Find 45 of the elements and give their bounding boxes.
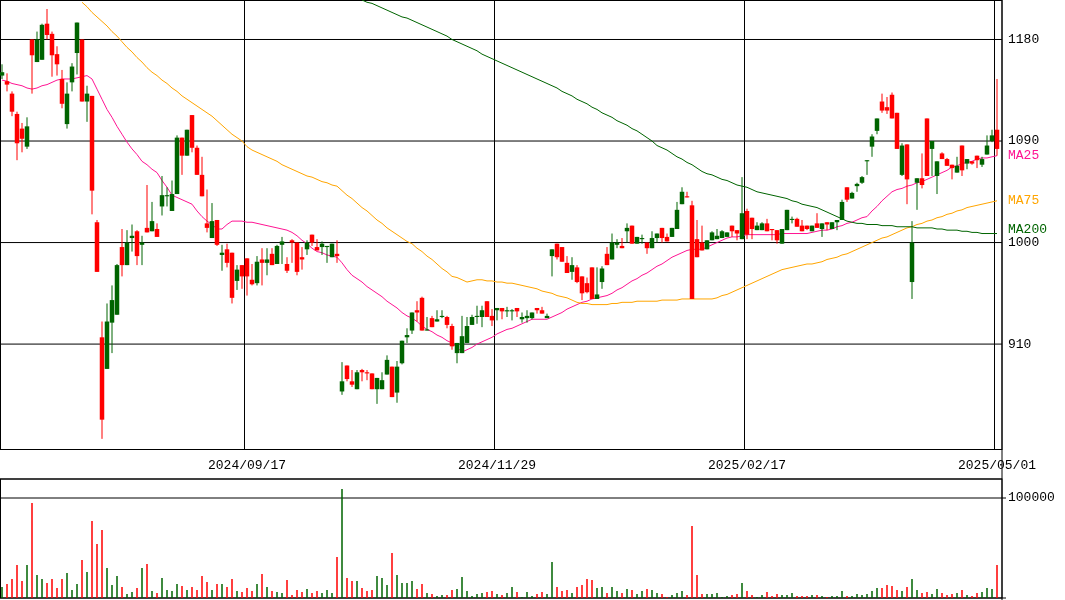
- candlestick: [204, 189, 210, 233]
- y-tick-label: 1090: [1008, 133, 1040, 149]
- y-tick-label: 1000: [1008, 234, 1040, 250]
- series-label: MA25: [1008, 148, 1040, 164]
- candlestick: [4, 72, 10, 92]
- x-tick-label: 2024/09/17: [207, 458, 287, 474]
- candlestick: [284, 256, 290, 274]
- candlestick: [989, 129, 995, 143]
- candlestick: [349, 369, 355, 388]
- candlestick: [599, 265, 605, 290]
- candlestick: [884, 96, 890, 115]
- candlestick: [819, 222, 825, 238]
- candlestick: [549, 248, 555, 277]
- candlestick: [259, 247, 265, 286]
- series-label: MA200: [1008, 221, 1048, 237]
- candlestick: [744, 208, 750, 240]
- candlestick: [814, 212, 820, 229]
- x-tick-label: 2025/05/01: [957, 458, 1037, 474]
- candlestick: [919, 152, 925, 189]
- y-tick-label: 910: [1008, 336, 1032, 352]
- candlestick: [914, 177, 920, 211]
- candlestick: [569, 256, 575, 281]
- candlestick: [0, 63, 5, 80]
- candlestick: [289, 238, 295, 264]
- candlestick: [954, 156, 960, 174]
- candlestick: [934, 160, 940, 195]
- candlestick: [424, 316, 430, 332]
- candlestick: [434, 309, 440, 323]
- candlestick: [964, 158, 970, 170]
- candlestick: [264, 247, 270, 276]
- candlestick: [279, 236, 285, 265]
- candlestick: [384, 354, 390, 376]
- candlestick: [594, 266, 600, 300]
- y-tick-label: 1180: [1008, 31, 1040, 47]
- series-label: MA75: [1008, 193, 1040, 209]
- candlestick: [29, 38, 35, 95]
- candlestick: [24, 116, 30, 150]
- candlestick: [409, 311, 415, 335]
- y-tick-label: 100000: [1008, 490, 1055, 506]
- line-series: [81, 1, 998, 306]
- x-tick-label: 2024/11/29: [457, 458, 537, 474]
- x-tick-label: 2025/02/17: [707, 458, 787, 474]
- candlestick: [824, 221, 830, 231]
- candlestick: [734, 229, 740, 241]
- candlestick: [479, 305, 485, 328]
